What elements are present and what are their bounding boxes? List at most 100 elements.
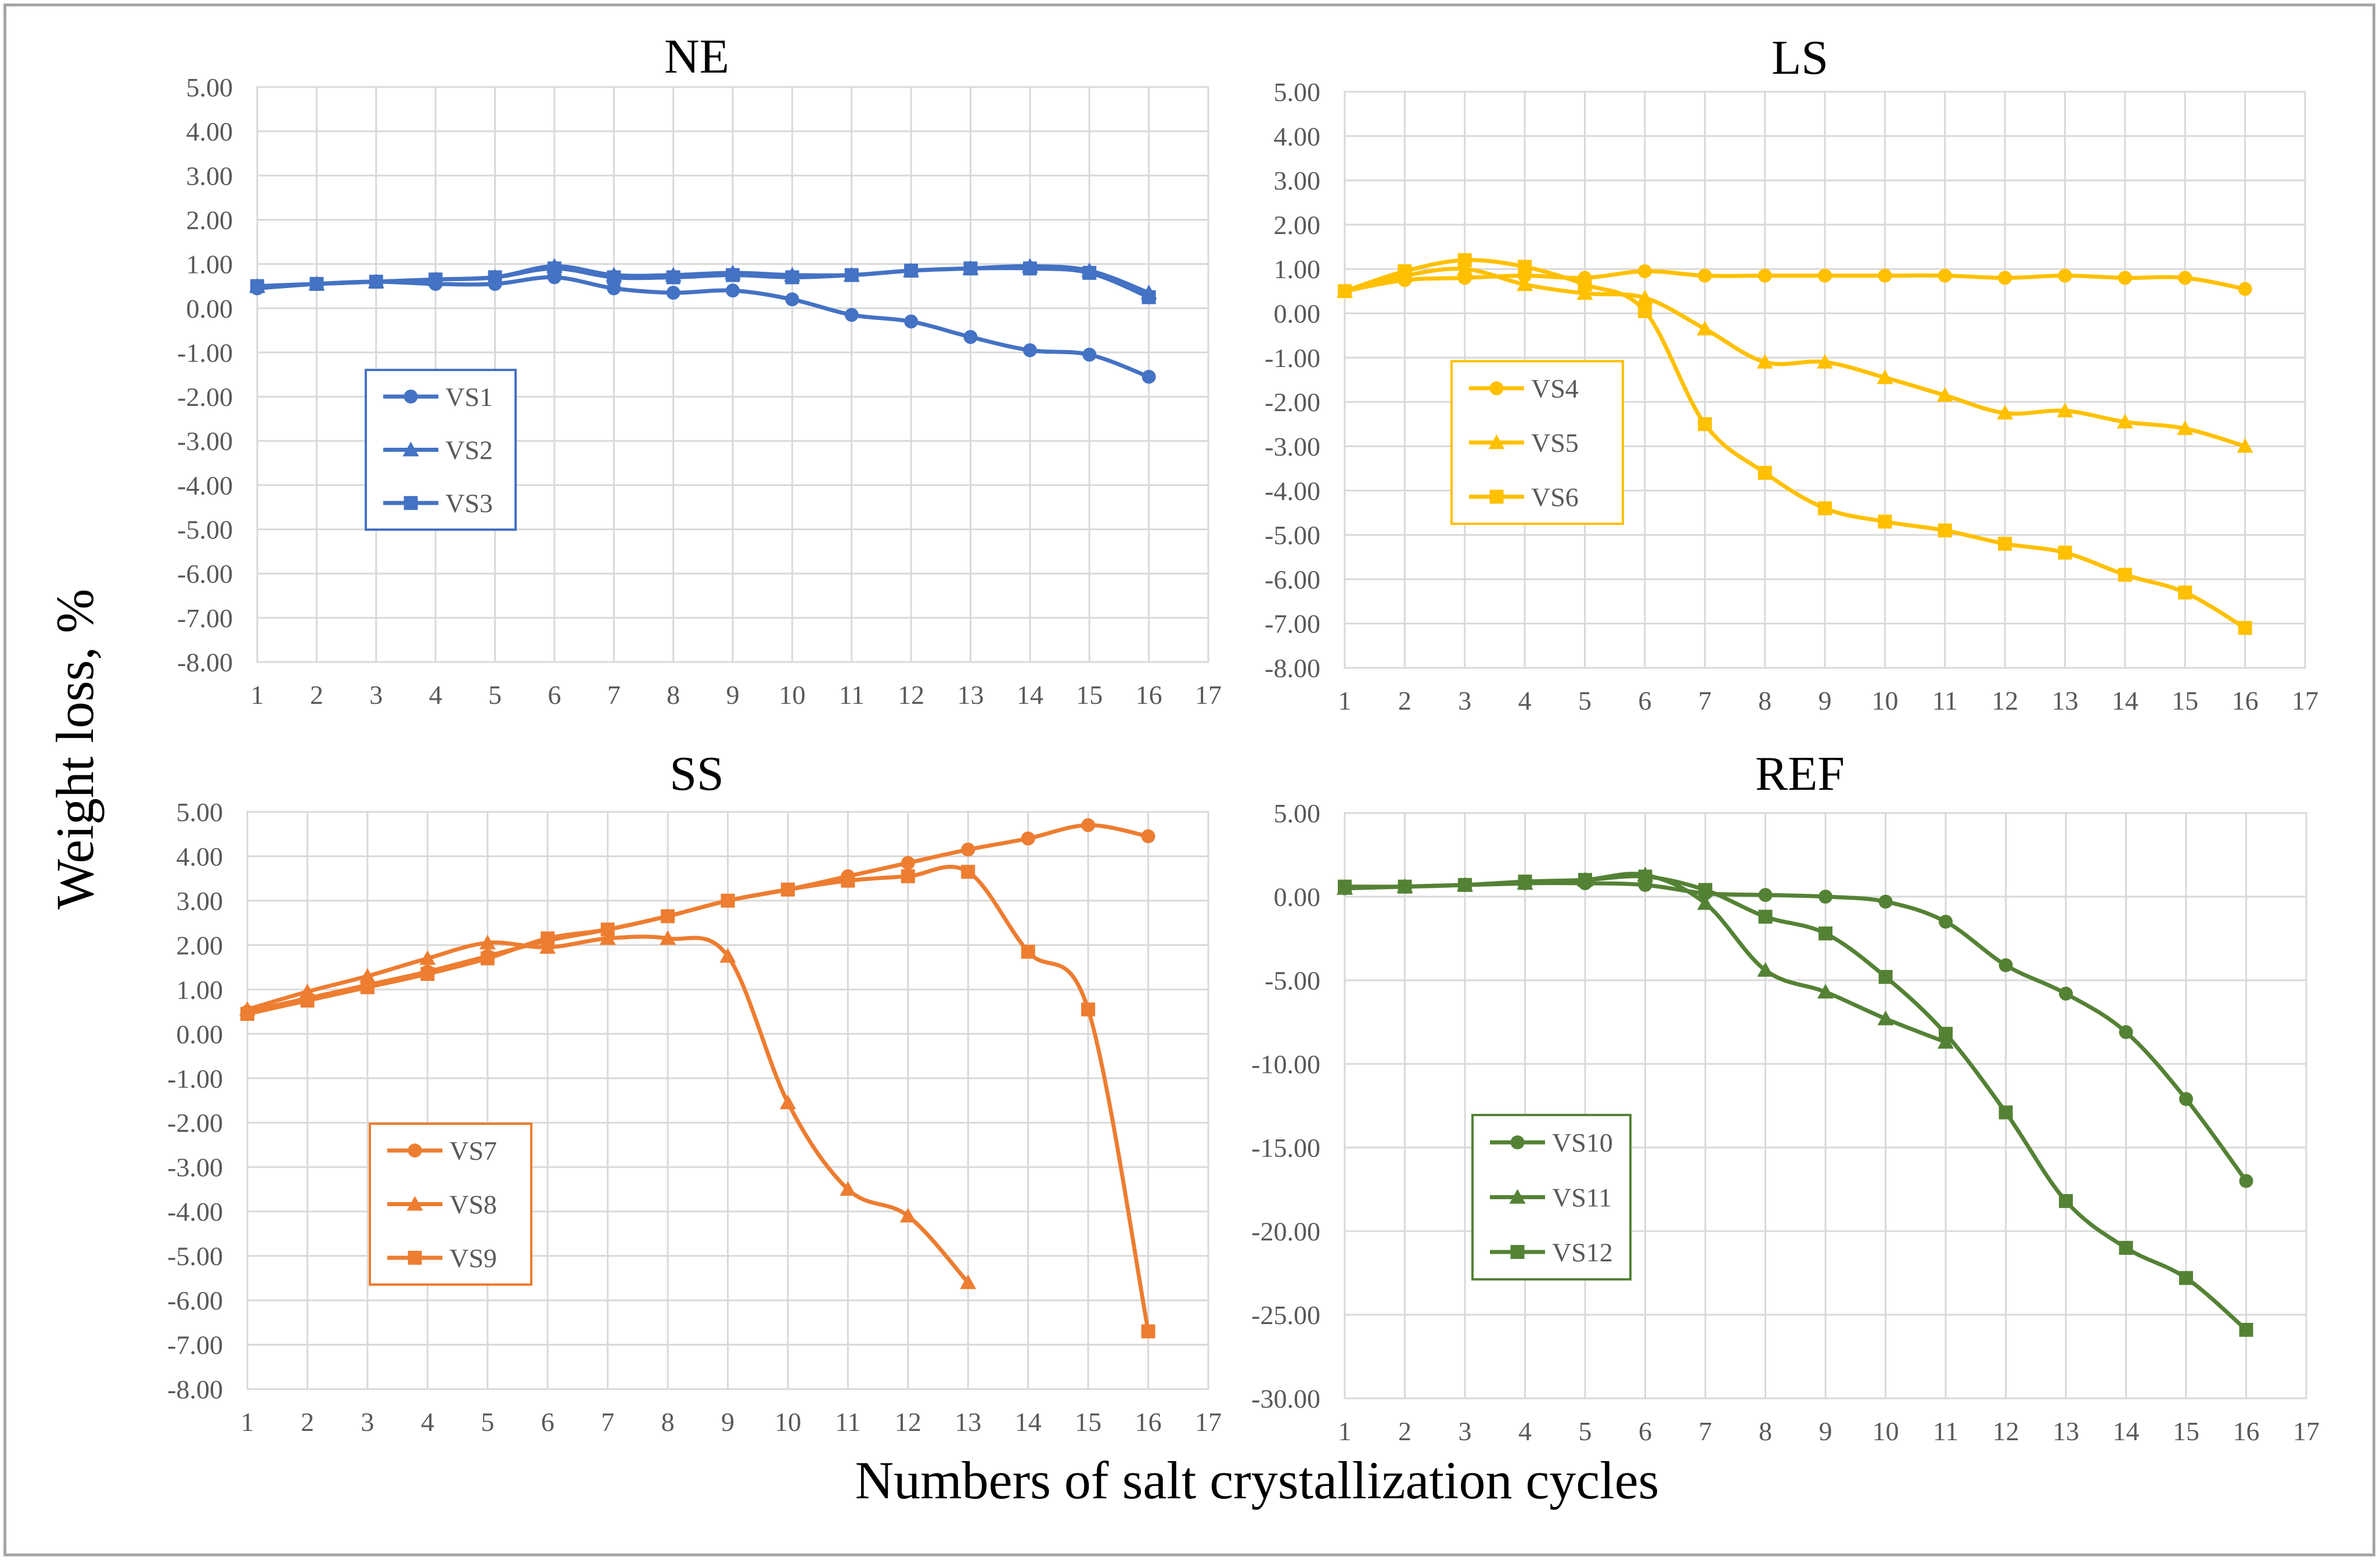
y-tick-label: 2.00	[186, 205, 233, 235]
series-vs1	[250, 270, 1156, 384]
x-tick-label: 11	[839, 680, 865, 710]
data-point	[1819, 890, 1832, 904]
data-point	[479, 934, 496, 949]
x-tick-label: 13	[2052, 686, 2079, 715]
y-tick-label: -4.00	[1265, 476, 1320, 506]
x-tick-label: 6	[1639, 1416, 1652, 1446]
x-tick-label: 14	[1015, 1407, 1042, 1437]
data-point	[1878, 970, 1893, 984]
data-point	[1698, 883, 1712, 897]
y-tick-label: 0.00	[1274, 299, 1321, 329]
series-vs6	[1338, 253, 2252, 635]
legend-label: VS4	[1531, 374, 1579, 404]
data-point	[1818, 268, 1832, 283]
data-point	[2238, 621, 2252, 635]
legend-marker	[406, 1196, 423, 1211]
data-point	[840, 1181, 856, 1196]
legend-marker	[404, 389, 418, 404]
x-tick-label: 1	[241, 1407, 254, 1437]
x-tick-label: 5	[488, 680, 502, 710]
data-point	[2057, 402, 2073, 418]
x-tick-label: 15	[2173, 1416, 2199, 1446]
x-tick-label: 17	[2292, 686, 2318, 715]
data-point	[961, 865, 975, 879]
chart-title: REF	[1755, 747, 1845, 801]
data-point	[1638, 869, 1652, 884]
x-tick-label: 9	[726, 680, 740, 710]
y-tick-label: 0.00	[177, 1019, 224, 1049]
legend-label: VS1	[445, 382, 493, 412]
data-point	[1082, 265, 1097, 280]
y-tick-label: -10.00	[1251, 1049, 1320, 1079]
x-tick-label: 4	[421, 1407, 434, 1437]
y-tick-label: -1.00	[177, 338, 233, 368]
legend-marker	[404, 496, 418, 510]
plot-area	[256, 86, 1209, 663]
y-tick-label: -2.00	[1265, 387, 1320, 417]
chart-ne: NE1 2 3 4 5 6 7 8 9 10 11 12 13 14 15 16 175.004.003.002…	[177, 30, 1222, 710]
data-point	[1998, 271, 2012, 285]
data-point	[2059, 987, 2073, 1001]
data-point	[661, 909, 675, 923]
data-point	[2058, 268, 2072, 283]
plot-area	[1344, 91, 2306, 669]
x-tick-label: 17	[1195, 680, 1222, 710]
x-tick-label: 11	[835, 1407, 860, 1437]
x-tick-label: 4	[429, 680, 442, 710]
data-point	[779, 1094, 796, 1110]
data-point	[2179, 1271, 2193, 1285]
figure-frame	[3, 3, 2375, 1556]
data-point	[2116, 413, 2133, 429]
x-tick-label: 11	[1933, 1416, 1958, 1446]
legend-marker	[1510, 1135, 1525, 1150]
data-point	[1637, 304, 1652, 318]
y-tick-label: 1.00	[186, 250, 233, 279]
legend-marker	[408, 1250, 422, 1265]
y-tick-label: -6.00	[167, 1286, 223, 1315]
y-tick-label: -8.00	[167, 1375, 223, 1404]
legend-label: VS2	[445, 436, 493, 465]
data-point	[1141, 1324, 1155, 1339]
y-tick-label: -3.00	[1265, 431, 1320, 461]
x-tick-label: 17	[2293, 1416, 2320, 1446]
data-point	[1998, 537, 2012, 551]
charts-layer: NE1 2 3 4 5 6 7 8 9 10 11 12 13 14 15 16 175.004.003.002…	[167, 30, 2320, 1446]
x-tick-label: 10	[1871, 686, 1898, 715]
x-tick-label: 7	[601, 1407, 614, 1437]
data-point	[1458, 877, 1472, 892]
x-tick-label: 4	[1518, 1416, 1532, 1446]
chart-title: SS	[669, 747, 723, 801]
x-tick-label: 7	[607, 680, 621, 710]
data-point	[1817, 984, 1834, 999]
x-tick-label: 6	[1638, 686, 1651, 715]
data-point	[1338, 879, 1352, 894]
data-point	[1398, 264, 1412, 279]
y-tick-label: -2.00	[177, 382, 233, 412]
series-vs7	[240, 818, 1155, 1019]
data-point	[2178, 585, 2192, 600]
data-point	[1758, 888, 1773, 902]
data-point	[785, 270, 800, 285]
series-line	[257, 265, 1150, 299]
data-point	[420, 967, 435, 981]
x-tick-label: 15	[1076, 680, 1103, 710]
y-tick-label: -2.00	[167, 1108, 223, 1138]
x-tick-label: 8	[1758, 686, 1772, 715]
data-point	[1518, 260, 1532, 274]
y-tick-label: -8.00	[1265, 653, 1320, 683]
data-point	[1398, 879, 1412, 894]
legend-marker	[1510, 1245, 1525, 1259]
data-point	[2118, 567, 2132, 582]
data-point	[2178, 271, 2192, 285]
data-point	[419, 950, 436, 965]
y-tick-label: -6.00	[177, 559, 233, 589]
data-point	[1939, 1027, 1953, 1041]
data-point	[1817, 354, 1833, 369]
x-tick-label: 8	[661, 1407, 675, 1437]
data-point	[904, 314, 919, 329]
data-point	[1938, 268, 1952, 283]
x-tick-label: 12	[895, 1407, 921, 1437]
data-point	[600, 922, 615, 937]
x-tick-label: 3	[369, 680, 383, 710]
